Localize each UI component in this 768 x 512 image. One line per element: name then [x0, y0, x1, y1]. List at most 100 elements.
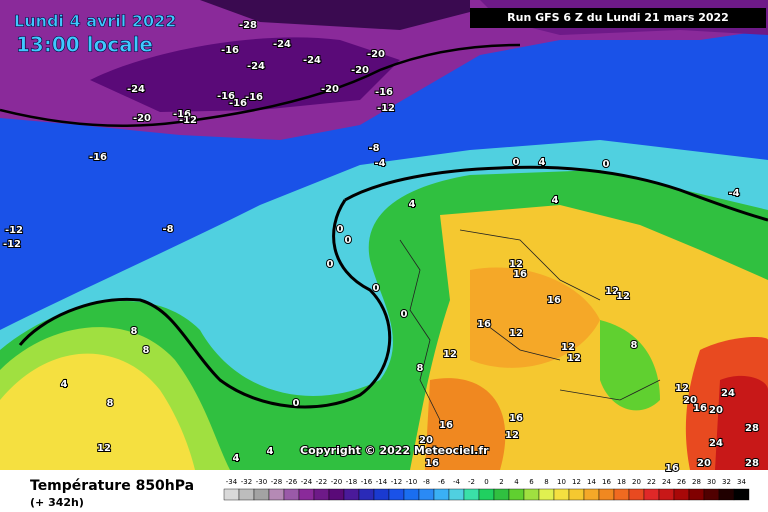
legend-label: 6: [529, 478, 534, 486]
contour-label: -20: [351, 65, 369, 76]
contour-label: 20: [419, 435, 433, 446]
legend-swatch: [238, 488, 255, 501]
legend-swatch: [463, 488, 480, 501]
contour-label: 4: [233, 453, 240, 464]
isotherm: [0, 43, 521, 127]
legend-label: -22: [316, 478, 327, 486]
legend-swatch: [253, 488, 270, 501]
legend-swatch: [223, 488, 240, 501]
legend-label: -8: [423, 478, 430, 486]
legend-swatch: [613, 488, 630, 501]
legend-swatch: [418, 488, 435, 501]
contour-label: -24: [303, 55, 321, 66]
contour-label: 8: [417, 363, 424, 374]
contour-label: 8: [631, 340, 638, 351]
copyright: Copyright © 2022 Meteociel.fr: [300, 444, 489, 457]
legend-label: -34: [226, 478, 238, 486]
contour-label: -8: [368, 143, 379, 154]
legend-label: -26: [286, 478, 298, 486]
contour-label: 16: [513, 269, 527, 280]
legend-label: 24: [662, 478, 671, 486]
footer-title: Température 850hPa: [30, 478, 194, 494]
contour-label: 4: [552, 195, 559, 206]
contour-label: -24: [273, 39, 291, 50]
legend-swatch: [343, 488, 360, 501]
legend-swatch: [703, 488, 720, 501]
contour-label: 0: [345, 235, 352, 246]
legend-swatch: [283, 488, 300, 501]
legend-swatch: [448, 488, 465, 501]
legend-label: -2: [468, 478, 475, 486]
legend-label: -32: [241, 478, 252, 486]
legend-label: 4: [514, 478, 519, 486]
contour-label: 16: [509, 413, 523, 424]
contour-label: 28: [745, 458, 759, 469]
legend-swatch: [553, 488, 570, 501]
legend-swatch: [673, 488, 690, 501]
contour-label: -16: [229, 98, 247, 109]
legend-label: -10: [406, 478, 417, 486]
legend-label: 30: [707, 478, 716, 486]
contour-label: 12: [561, 342, 575, 353]
run-info: Run GFS 6 Z du Lundi 21 mars 2022: [507, 11, 729, 24]
legend-swatch: [373, 488, 390, 501]
legend-swatch: [478, 488, 495, 501]
contour-label: 0: [327, 259, 334, 270]
contour-label: -4: [374, 158, 385, 169]
contour-label: -20: [321, 84, 339, 95]
contour-label: 8: [143, 345, 150, 356]
hot-core: [715, 375, 768, 470]
warm-air-zone: [0, 353, 195, 470]
contour-label: -24: [127, 84, 145, 95]
contour-label: 0: [603, 159, 610, 170]
legend-swatch: [643, 488, 660, 501]
legend-label: 28: [692, 478, 701, 486]
legend-label: -30: [256, 478, 267, 486]
contour-label: 4: [61, 379, 68, 390]
legend-swatch: [328, 488, 345, 501]
contour-label: 12: [675, 383, 689, 394]
contour-label: 12: [509, 259, 523, 270]
legend-label: -6: [438, 478, 446, 486]
legend-label: -4: [453, 478, 461, 486]
legend-swatch: [583, 488, 600, 501]
legend-label: -12: [391, 478, 402, 486]
contour-label: 0: [337, 224, 344, 235]
contour-label: -12: [377, 103, 395, 114]
legend-label: 14: [587, 478, 596, 486]
legend-label: 10: [557, 478, 566, 486]
contour-label: 16: [439, 420, 453, 431]
warm-core: [425, 378, 506, 470]
legend-swatch: [523, 488, 540, 501]
legend-label: -18: [346, 478, 357, 486]
legend-label: -16: [361, 478, 373, 486]
legend-swatch: [433, 488, 450, 501]
legend-swatch: [268, 488, 285, 501]
contour-label: 12: [443, 349, 457, 360]
contour-label: -16: [221, 45, 239, 56]
legend-label: -28: [271, 478, 282, 486]
contour-label: 0: [373, 283, 380, 294]
legend-label: 22: [647, 478, 656, 486]
legend-swatch: [688, 488, 705, 501]
legend-label: -20: [331, 478, 342, 486]
contour-label: -16: [375, 87, 393, 98]
contour-label: -16: [173, 109, 191, 120]
contour-label: 16: [477, 319, 491, 330]
contour-label: 12: [505, 430, 519, 441]
contour-label: -28: [239, 20, 257, 31]
contour-label: 20: [697, 458, 711, 469]
contour-label: 0: [293, 398, 300, 409]
legend-swatch: [493, 488, 510, 501]
contour-label: 16: [547, 295, 561, 306]
legend-swatch: [388, 488, 405, 501]
time: 13:00 locale: [16, 33, 153, 57]
legend-swatch: [508, 488, 525, 501]
contour-label: 4: [409, 199, 416, 210]
legend-label: 32: [722, 478, 731, 486]
legend-swatch: [658, 488, 675, 501]
legend-label: -24: [301, 478, 313, 486]
contour-label: -12: [3, 239, 21, 250]
contour-label: 12: [97, 443, 111, 454]
